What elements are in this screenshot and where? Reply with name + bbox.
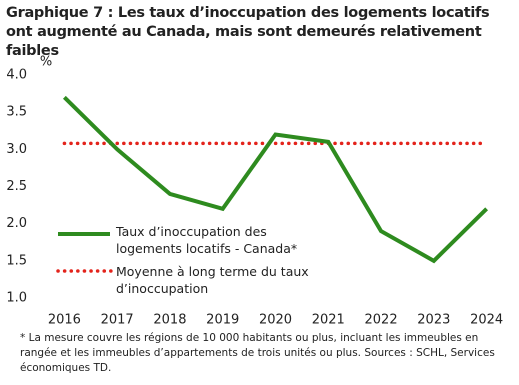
data-line (62, 95, 489, 264)
x-tick-label: 2023 (417, 313, 450, 328)
legend-label: Moyenne à long terme du taux d’inoccupat… (116, 264, 309, 296)
y-tick-label: 2.5 (6, 179, 27, 194)
y-tick-label: 1.0 (6, 291, 27, 306)
footnote: * La mesure couvre les régions de 10 000… (20, 332, 495, 374)
x-tick-label: 2022 (365, 313, 398, 328)
x-tick-label: 2016 (48, 313, 81, 328)
y-tick-label: 4.0 (6, 68, 27, 83)
y-tick-label: 1.5 (6, 253, 27, 268)
x-tick-label: 2019 (206, 313, 239, 328)
x-tick-label: 2024 (470, 313, 503, 328)
x-tick-label: 2017 (101, 313, 134, 328)
plot: % 1.0 1.5 2.0 2.5 3.0 3.5 4.0 2016 2017 2018 2019 20… (6, 55, 503, 328)
legend-label: Taux d’inoccupation des logements locati… (116, 224, 298, 256)
y-axis-label: % (40, 55, 52, 70)
y-tick-label: 3.5 (6, 105, 27, 120)
chart-title: Graphique 7 : Les taux d’inoccupation de… (6, 5, 490, 59)
x-tick-label: 2018 (153, 313, 186, 328)
y-tick-label: 2.0 (6, 216, 27, 231)
x-tick-label: 2020 (259, 313, 292, 328)
y-tick-label: 3.0 (6, 142, 27, 157)
x-tick-label: 2021 (312, 313, 345, 328)
